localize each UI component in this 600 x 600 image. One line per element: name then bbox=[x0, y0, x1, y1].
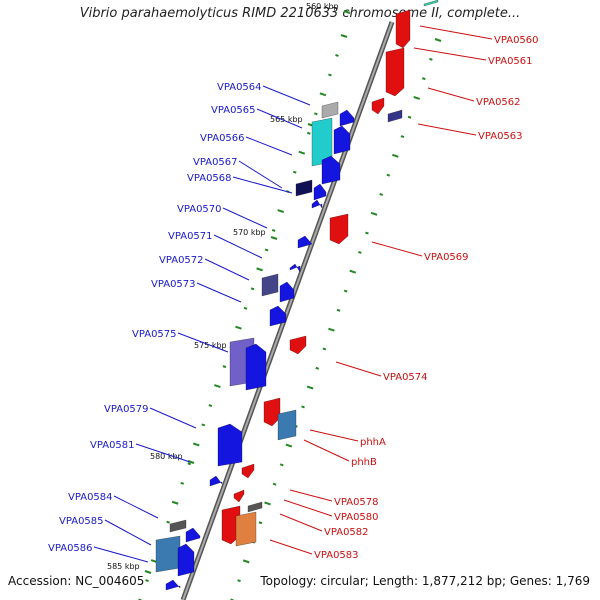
gene-arrow-left bbox=[279, 281, 295, 303]
left-gene-label: VPA0579 bbox=[104, 404, 149, 415]
right-gene-label: VPA0582 bbox=[324, 527, 369, 538]
left-gene-label: VPA0585 bbox=[59, 516, 104, 527]
scale-label: 585 kbp bbox=[107, 562, 140, 571]
gene-arrow-left bbox=[297, 235, 313, 249]
gene-feature-block bbox=[295, 179, 313, 197]
scale-label: 570 kbp bbox=[233, 228, 266, 237]
gene-features bbox=[155, 0, 439, 591]
scale-label: 560 kbp bbox=[306, 2, 339, 11]
right-gene-label: VPA0561 bbox=[488, 56, 533, 67]
gene-arrow-left bbox=[209, 475, 223, 487]
left-gene-label: VPA0573 bbox=[151, 279, 196, 290]
gene-arrow-right bbox=[371, 97, 385, 115]
left-gene-label: VPA0571 bbox=[168, 231, 213, 242]
left-gene-label: VPA0581 bbox=[90, 440, 135, 451]
genome-summary-text: Topology: circular; Length: 1,877,212 bp… bbox=[260, 574, 590, 588]
gene-arrow-left bbox=[165, 579, 181, 591]
left-gene-label: VPA0568 bbox=[187, 173, 232, 184]
right-gene-label: phhA bbox=[360, 437, 386, 448]
gene-feature-block bbox=[387, 109, 403, 123]
gene-arrow-right bbox=[395, 9, 411, 49]
gene-arrow-left bbox=[333, 125, 351, 155]
left-gene-label: VPA0586 bbox=[48, 543, 93, 554]
right-gene-label: phhB bbox=[351, 457, 377, 468]
gene-arrow-left bbox=[321, 155, 341, 185]
gene-arrow-right bbox=[329, 213, 349, 245]
gene-feature-block bbox=[321, 101, 339, 119]
left-gene-label: VPA0570 bbox=[177, 204, 222, 215]
left-gene-label: VPA0584 bbox=[68, 492, 113, 503]
left-gene-label: VPA0572 bbox=[159, 255, 204, 266]
accession-text: Accession: NC_004605 bbox=[8, 574, 145, 588]
gene-arrow-right bbox=[241, 463, 255, 479]
gene-arrow-left bbox=[185, 527, 201, 543]
gene-arrow-left bbox=[269, 305, 287, 327]
scale-label: 580 kbp bbox=[150, 452, 183, 461]
right-gene-labels: VPA0560 VPA0561 VPA0562 VPA0563 VPA0569 VPA05… bbox=[269, 25, 539, 561]
gene-feature-block bbox=[261, 273, 279, 297]
backbone bbox=[180, 21, 395, 600]
gene-arrow-right bbox=[385, 47, 405, 97]
left-gene-label: VPA0567 bbox=[193, 157, 238, 168]
left-gene-label: VPA0564 bbox=[217, 82, 262, 93]
gene-arrow-right bbox=[221, 505, 241, 545]
right-gene-label: VPA0563 bbox=[478, 131, 523, 142]
gene-arrow-right bbox=[263, 397, 281, 427]
gene-arrow-left bbox=[311, 199, 323, 209]
right-gene-label: VPA0583 bbox=[314, 550, 359, 561]
gene-feature-block bbox=[155, 535, 181, 573]
gene-feature-block bbox=[235, 511, 257, 547]
scale-label: 565 kbp bbox=[270, 115, 303, 124]
right-gene-label: VPA0578 bbox=[334, 497, 379, 508]
left-gene-label: VPA0575 bbox=[132, 329, 177, 340]
left-gene-label: VPA0565 bbox=[211, 105, 256, 116]
right-gene-label: VPA0574 bbox=[383, 372, 428, 383]
left-gene-labels: VPA0564 VPA0565 VPA0566 VPA0567 VPA0568 VPA05… bbox=[48, 82, 311, 563]
gene-feature-block bbox=[423, 0, 439, 7]
right-gene-label: VPA0580 bbox=[334, 512, 379, 523]
right-gene-label: VPA0569 bbox=[424, 252, 469, 263]
gene-arrow-left bbox=[289, 263, 301, 273]
gene-arrow-left bbox=[177, 543, 195, 577]
right-gene-label: VPA0562 bbox=[476, 97, 521, 108]
left-gene-label: VPA0566 bbox=[200, 133, 245, 144]
gene-arrow-left bbox=[245, 343, 267, 391]
gene-arrow-right bbox=[289, 335, 307, 355]
right-gene-label: VPA0560 bbox=[494, 35, 539, 46]
gene-arrow-left bbox=[313, 183, 327, 201]
gene-arrow-right bbox=[233, 489, 245, 503]
gene-feature-block bbox=[169, 519, 187, 533]
gene-feature-block bbox=[277, 409, 297, 441]
gene-feature-block bbox=[247, 501, 263, 513]
gene-arrow-left bbox=[339, 109, 355, 127]
gene-arrow-left bbox=[217, 423, 243, 467]
